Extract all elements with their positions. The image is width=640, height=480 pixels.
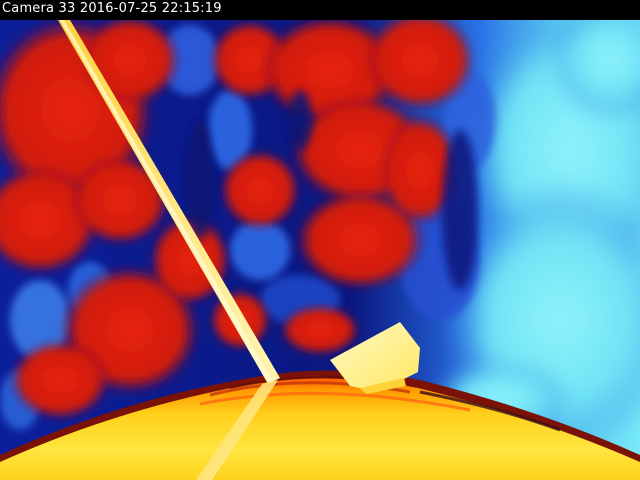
shade-paddle (330, 322, 420, 394)
probe-arm-beam (58, 20, 280, 480)
capture-time: 22:15:19 (161, 1, 222, 16)
osd-timestamp-bar: Camera 33 2016-07-25 22:15:19 (0, 0, 640, 20)
thermal-image (0, 20, 640, 480)
capture-date: 2016-07-25 (79, 1, 158, 16)
cold-cloud-region (430, 20, 640, 460)
warm-cloud-masses (0, 20, 475, 420)
sun-dome (0, 370, 640, 480)
osd-timestamp: Camera 33 2016-07-25 22:15:19 (2, 1, 222, 17)
camera-label: Camera 33 (2, 1, 76, 16)
